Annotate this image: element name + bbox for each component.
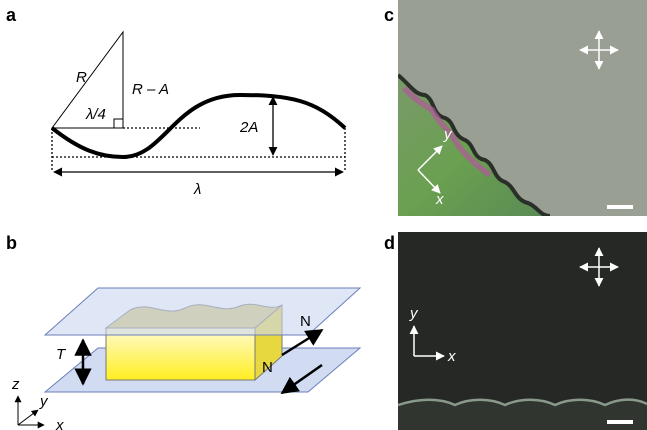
- label-r-minus-a: R – A: [132, 81, 169, 98]
- panel-d: d y x: [384, 232, 647, 430]
- panel-b: b T N N z y x: [6, 233, 362, 430]
- wave: [50, 92, 347, 160]
- polarizer-cross: [579, 247, 619, 287]
- axes: [14, 395, 45, 429]
- scale-bar: [607, 420, 633, 424]
- label-lambda: λ: [193, 181, 201, 198]
- top-plane: [43, 287, 362, 336]
- micrograph-d: [398, 232, 647, 430]
- box-front: [105, 327, 256, 381]
- axis-z: z: [11, 376, 20, 393]
- label-2a: 2A: [239, 119, 258, 136]
- panel-label: d: [384, 233, 395, 253]
- axes: [417, 145, 443, 194]
- axis-y: y: [409, 305, 419, 322]
- force-top-arrow: [281, 328, 324, 357]
- axis-x: x: [435, 191, 444, 208]
- label-n-top: N: [300, 313, 311, 330]
- panel-label: c: [384, 5, 394, 25]
- force-bottom-arrow: [280, 363, 323, 395]
- axis-y: y: [443, 126, 453, 143]
- label-quarter: λ/4: [85, 106, 106, 123]
- guides: [51, 127, 346, 172]
- micrograph-c: [398, 0, 647, 216]
- label-n-bottom: N: [262, 359, 273, 376]
- label-r: R: [76, 69, 87, 86]
- label-t: T: [56, 346, 67, 363]
- axes: [409, 325, 445, 361]
- axis-x: x: [447, 348, 456, 365]
- panel-c: c y x: [384, 0, 647, 216]
- panel-label: a: [6, 5, 17, 25]
- polarizer-cross: [579, 30, 619, 70]
- scale-bar: [607, 205, 633, 209]
- panel-a: a R R – A λ/4 2A λ: [6, 5, 347, 198]
- triangle: [51, 30, 124, 129]
- axis-x: x: [55, 417, 64, 430]
- axis-y: y: [39, 393, 49, 410]
- panel-label: b: [6, 233, 17, 253]
